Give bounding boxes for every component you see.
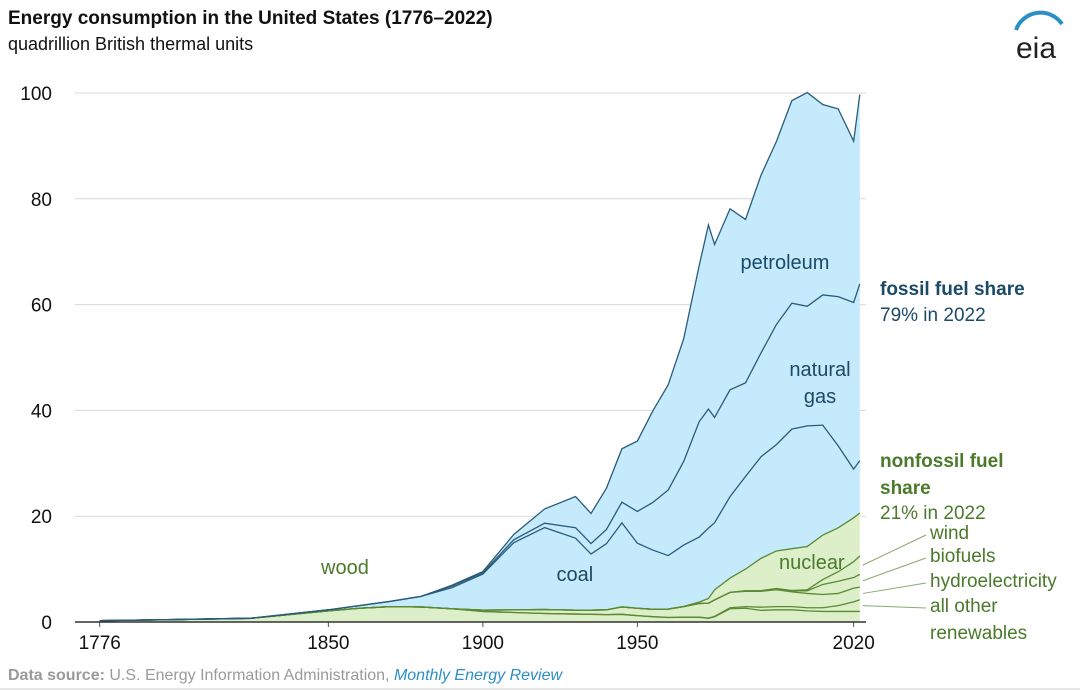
annotation: nonfossil fuel share <box>880 451 1004 499</box>
area-line <box>99 91 861 622</box>
area <box>99 92 860 621</box>
source-link: Monthly Energy Review <box>394 667 564 684</box>
leader-line <box>862 605 927 609</box>
logo-arc <box>1014 10 1064 31</box>
chart-subtitle: quadrillion British thermal units <box>8 34 253 54</box>
y-tick-label: 100 <box>20 84 52 105</box>
leader-line <box>862 534 927 566</box>
area <box>99 283 860 621</box>
series-label: wood <box>321 557 369 579</box>
series-label: nuclear <box>779 552 845 574</box>
areas <box>99 92 860 622</box>
x-tick-label: 1900 <box>462 633 504 654</box>
area-line <box>99 512 861 622</box>
series-label: hydroelectricity <box>930 571 1057 592</box>
source-label: Data source: <box>8 667 105 684</box>
leader-line <box>862 582 927 594</box>
chart-title: Energy consumption in the United States … <box>8 8 493 29</box>
series-label: all other renewables <box>930 596 1028 644</box>
leader-line <box>862 557 927 582</box>
x-tick-label: 1850 <box>307 633 349 654</box>
y-tick-label: 0 <box>41 613 52 634</box>
area <box>99 606 860 622</box>
source-text: U.S. Energy Information Administration, <box>109 667 389 684</box>
series-label: biofuels <box>930 546 996 567</box>
annotation: fossil fuel share <box>880 279 1025 300</box>
y-tick-label: 40 <box>31 401 52 422</box>
series-label: natural gas <box>789 359 851 408</box>
y-tick-label: 80 <box>31 190 52 211</box>
source: Data source: U.S. Energy Information Adm… <box>8 667 563 684</box>
y-tick-label: 60 <box>31 296 52 317</box>
x-tick-label: 1776 <box>79 633 121 654</box>
lines <box>99 91 861 622</box>
series-label: wind <box>930 523 970 544</box>
annotation: 79% in 2022 <box>880 305 986 326</box>
area <box>99 587 860 621</box>
series-label: coal <box>556 564 594 586</box>
series-label: petroleum <box>740 252 830 274</box>
y-tick-label: 20 <box>31 507 52 528</box>
x-tick-label: 2020 <box>833 633 875 654</box>
logo: eia <box>1016 32 1056 65</box>
annotation: 21% in 2022 <box>880 503 986 524</box>
x-tick-label: 1950 <box>616 633 658 654</box>
area <box>99 425 860 621</box>
